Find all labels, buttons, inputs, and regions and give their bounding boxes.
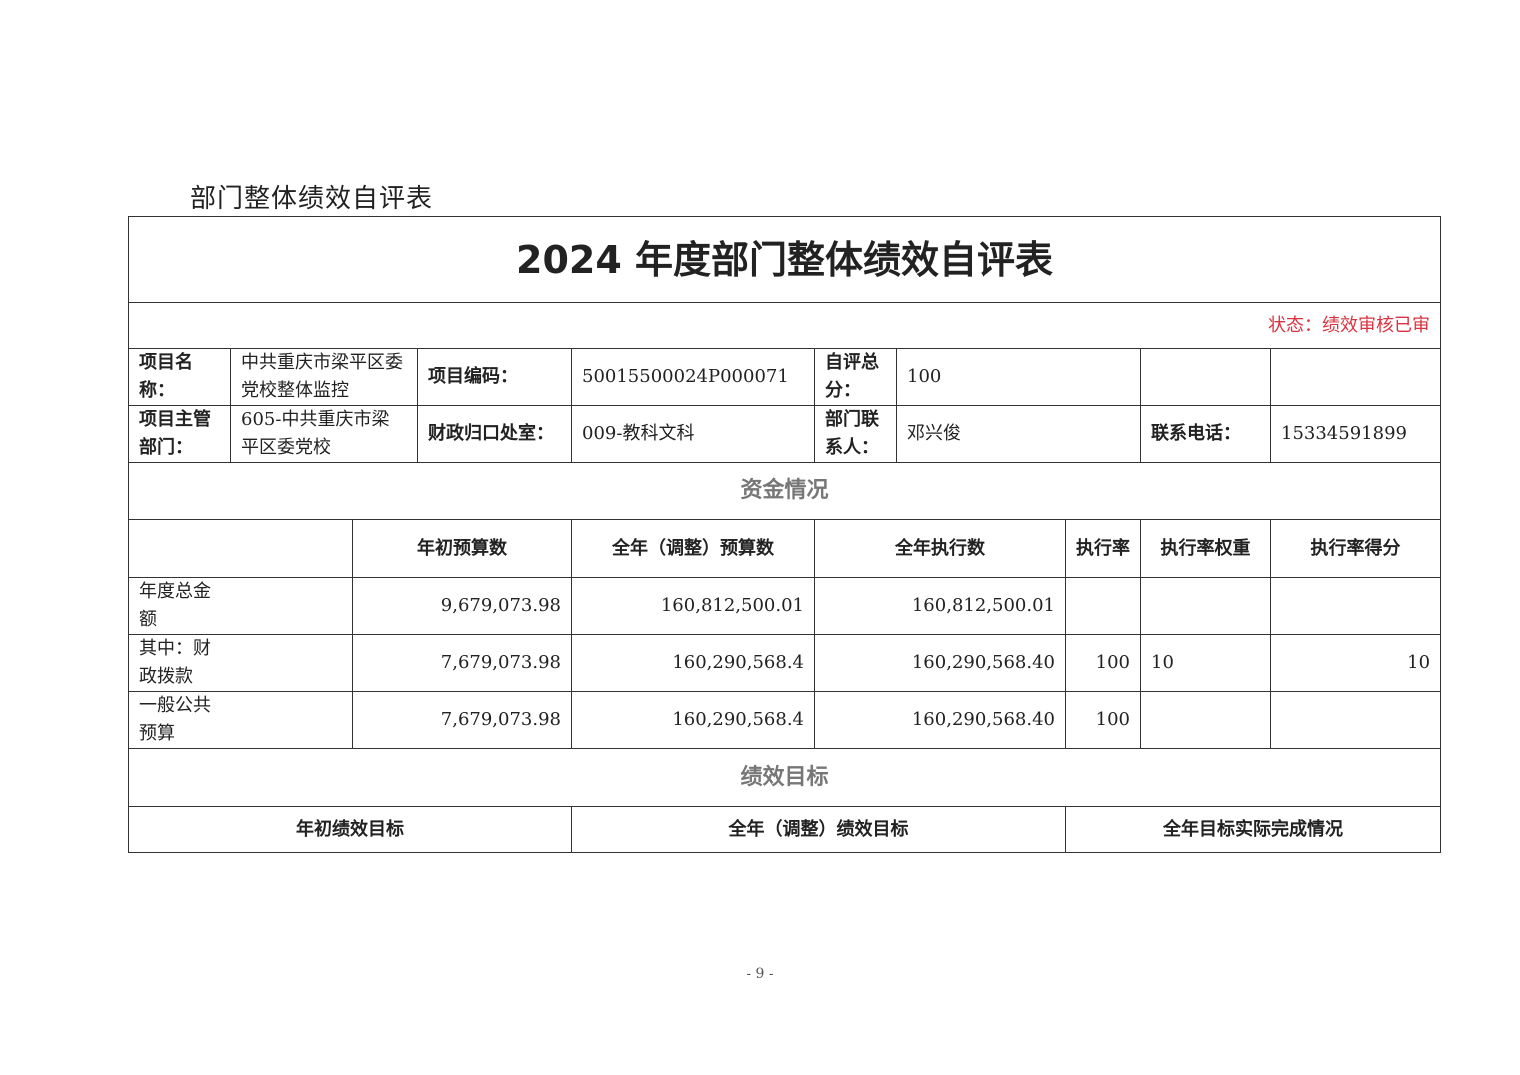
finance: 009-教科文科	[571, 405, 815, 463]
status-text: 状态：绩效审核已审	[127, 302, 1442, 349]
col-header: 执行率得分	[1269, 519, 1442, 578]
project-code: 50015500024P000071	[571, 348, 815, 406]
performance-table: 2024 年度部门整体绩效自评表 状态：绩效审核已审 项目名称： 中共重庆市梁平…	[127, 216, 1442, 853]
adjusted: 160,812,500.01	[571, 577, 815, 635]
rate-score: 10	[1269, 634, 1442, 692]
project-name-label: 项目名称：	[128, 348, 231, 406]
weight	[1140, 577, 1271, 635]
col-header: 年初预算数	[352, 519, 572, 578]
executed: 160,290,568.40	[814, 691, 1066, 749]
goal-header: 全年（调整）绩效目标	[571, 806, 1066, 853]
empty-cell	[1269, 348, 1442, 406]
goal-header: 年初绩效目标	[128, 806, 572, 853]
adjusted: 160,290,568.4	[571, 634, 815, 692]
rate: 100	[1065, 691, 1141, 749]
doc-title: 部门整体绩效自评表	[190, 184, 434, 214]
executed: 160,812,500.01	[814, 577, 1066, 635]
row-label: 其中：财政拨款	[139, 638, 211, 687]
row-label: 一般公共预算	[139, 695, 211, 744]
table-row: 一般公共预算 7,679,073.98 160,290,568.4 160,29…	[128, 691, 1442, 749]
weight: 10	[1140, 634, 1271, 692]
empty-header	[128, 519, 353, 578]
rate: 100	[1065, 634, 1141, 692]
rate-score	[1269, 691, 1442, 749]
dept: 605-中共重庆市梁平区委党校	[230, 405, 418, 463]
table-title: 2024 年度部门整体绩效自评表	[127, 216, 1442, 303]
initial: 7,679,073.98	[352, 691, 572, 749]
rate-score	[1269, 577, 1442, 635]
col-header: 执行率权重	[1140, 519, 1271, 578]
funds-section-title: 资金情况	[127, 462, 1442, 520]
phone: 15334591899	[1269, 405, 1442, 463]
goal-header: 全年目标实际完成情况	[1064, 806, 1442, 853]
dept-label: 项目主管部门：	[128, 405, 231, 463]
score: 100	[896, 348, 1141, 406]
adjusted: 160,290,568.4	[571, 691, 815, 749]
finance-label: 财政归口处室：	[417, 405, 572, 463]
score-label: 自评总分：	[814, 348, 897, 406]
col-header: 全年（调整）预算数	[571, 519, 815, 578]
empty-cell	[1140, 348, 1271, 406]
executed: 160,290,568.40	[814, 634, 1066, 692]
goals-section-title: 绩效目标	[127, 748, 1442, 807]
contact-label: 部门联系人：	[814, 405, 897, 463]
row-label: 年度总金额	[139, 581, 211, 630]
page-number: - 9 -	[746, 966, 774, 982]
weight	[1140, 691, 1271, 749]
project-code-label: 项目编码：	[417, 348, 572, 406]
initial: 9,679,073.98	[352, 577, 572, 635]
phone-label: 联系电话：	[1140, 405, 1271, 463]
project-name: 中共重庆市梁平区委党校整体监控	[230, 348, 418, 406]
initial: 7,679,073.98	[352, 634, 572, 692]
col-header: 执行率	[1065, 519, 1141, 578]
rate	[1065, 577, 1141, 635]
table-row: 其中：财政拨款 7,679,073.98 160,290,568.4 160,2…	[128, 634, 1442, 692]
col-header: 全年执行数	[814, 519, 1066, 578]
table-row: 年度总金额 9,679,073.98 160,812,500.01 160,81…	[128, 577, 1442, 635]
contact: 邓兴俊	[896, 405, 1141, 463]
